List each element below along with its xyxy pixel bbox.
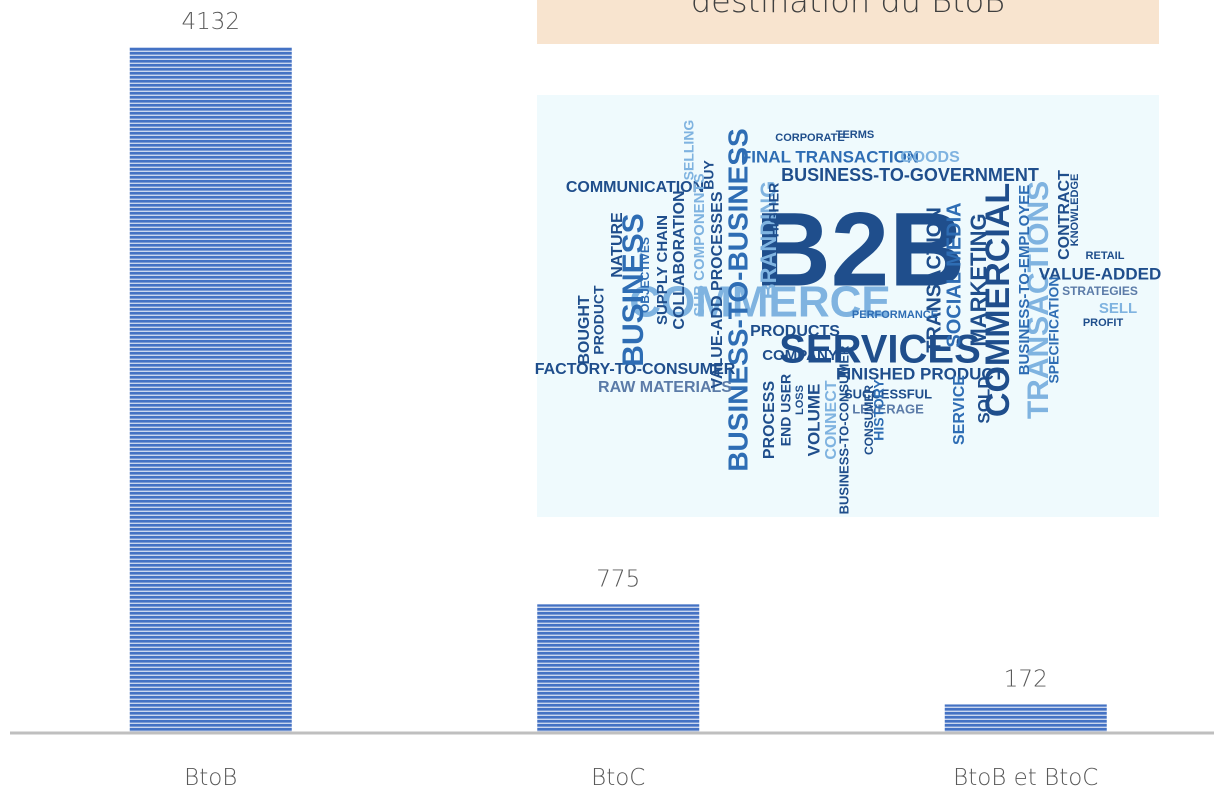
word: NATURE <box>609 212 626 278</box>
word: COLLABORATION <box>671 190 688 329</box>
word: BUSINESS-TO-CONSUMER <box>836 345 851 514</box>
word: SUCCESSFUL <box>844 386 932 401</box>
word: TRANSACTION <box>923 207 945 353</box>
word: SERVICES <box>779 328 981 372</box>
word: FINAL TRANSACTION <box>741 147 919 166</box>
word: BUSINESS <box>617 213 650 366</box>
value-label: 4132 <box>181 9 240 35</box>
word: RAW MATERIALS <box>598 379 732 396</box>
word: PROCESS <box>761 381 778 460</box>
bar <box>537 604 700 733</box>
word: GOODS <box>900 149 960 166</box>
word: END USER <box>778 374 794 446</box>
word: SOCIAL MEDIA <box>943 202 965 347</box>
word: LOSS <box>794 385 806 415</box>
x-tick-label: BtoB <box>184 765 237 791</box>
word: PRODUCT <box>591 285 607 355</box>
chart-title: destination du BtoB <box>691 0 1005 20</box>
bar <box>944 704 1107 733</box>
word: BUY <box>701 160 717 190</box>
word: PRODUCTS <box>750 323 840 340</box>
word: OBJECTIVES <box>638 237 652 313</box>
word-cloud-image <box>537 95 1159 517</box>
word: BUSINESS-TO-BUSINESS <box>722 128 753 471</box>
word: VOLUME <box>804 384 823 457</box>
value-label: 775 <box>596 566 640 592</box>
word: BUSINESS-TO-GOVERNMENT <box>781 165 1039 185</box>
x-tick-label: BtoC <box>591 765 645 791</box>
word: SELL <box>1099 300 1137 317</box>
word: LEVERAGE <box>852 401 924 416</box>
word: CONNECT <box>823 380 840 459</box>
word: BRANDING <box>756 181 781 300</box>
word: FACTORY-TO-CONSUMER <box>535 361 736 378</box>
word: MARKETING <box>966 213 991 346</box>
word: CORPORATE <box>775 132 844 144</box>
word: PERFORMANCE <box>852 309 938 321</box>
x-tick-label: BtoB et BtoC <box>953 765 1098 791</box>
word: TERMS <box>836 129 875 141</box>
word: SOLD <box>974 376 993 423</box>
word: SUPPLY CHAIN <box>654 215 671 325</box>
word: SERVICE <box>951 375 968 445</box>
word: BUSINESS-TO-EMPLOYEE <box>1016 185 1033 376</box>
word: B2B <box>755 192 965 309</box>
value-label: 172 <box>1004 666 1048 692</box>
word: VALUE-ADDED <box>1039 264 1161 283</box>
word: COMMUNICATION <box>566 179 704 196</box>
word: HIGHER <box>766 183 782 237</box>
word: RETAIL <box>1086 250 1125 262</box>
word: COMMERCE <box>629 278 891 327</box>
bar <box>129 47 292 733</box>
word: COMMERCIAL <box>979 183 1017 417</box>
word: BOUGHT <box>576 295 593 365</box>
word: TRANSACTIONS <box>1022 181 1055 419</box>
word: VALUE-ADD PROCESSES <box>709 191 726 388</box>
word: KNOWLEDGE <box>1069 174 1081 247</box>
title-box <box>537 0 1159 44</box>
word: SUB COMPONENTS <box>691 173 708 316</box>
word: PROFIT <box>1083 317 1124 329</box>
word: SELLING <box>681 120 697 181</box>
word: CONTRACT <box>1056 170 1073 260</box>
word: FINISHED PRODUCT <box>836 364 1005 383</box>
word: STRATEGIES <box>1062 284 1138 298</box>
word: SPECIFICATION <box>1046 276 1062 383</box>
word: COMPANY <box>762 347 838 364</box>
word: CONSUMER <box>862 385 876 455</box>
word: HISTORY <box>871 379 887 441</box>
